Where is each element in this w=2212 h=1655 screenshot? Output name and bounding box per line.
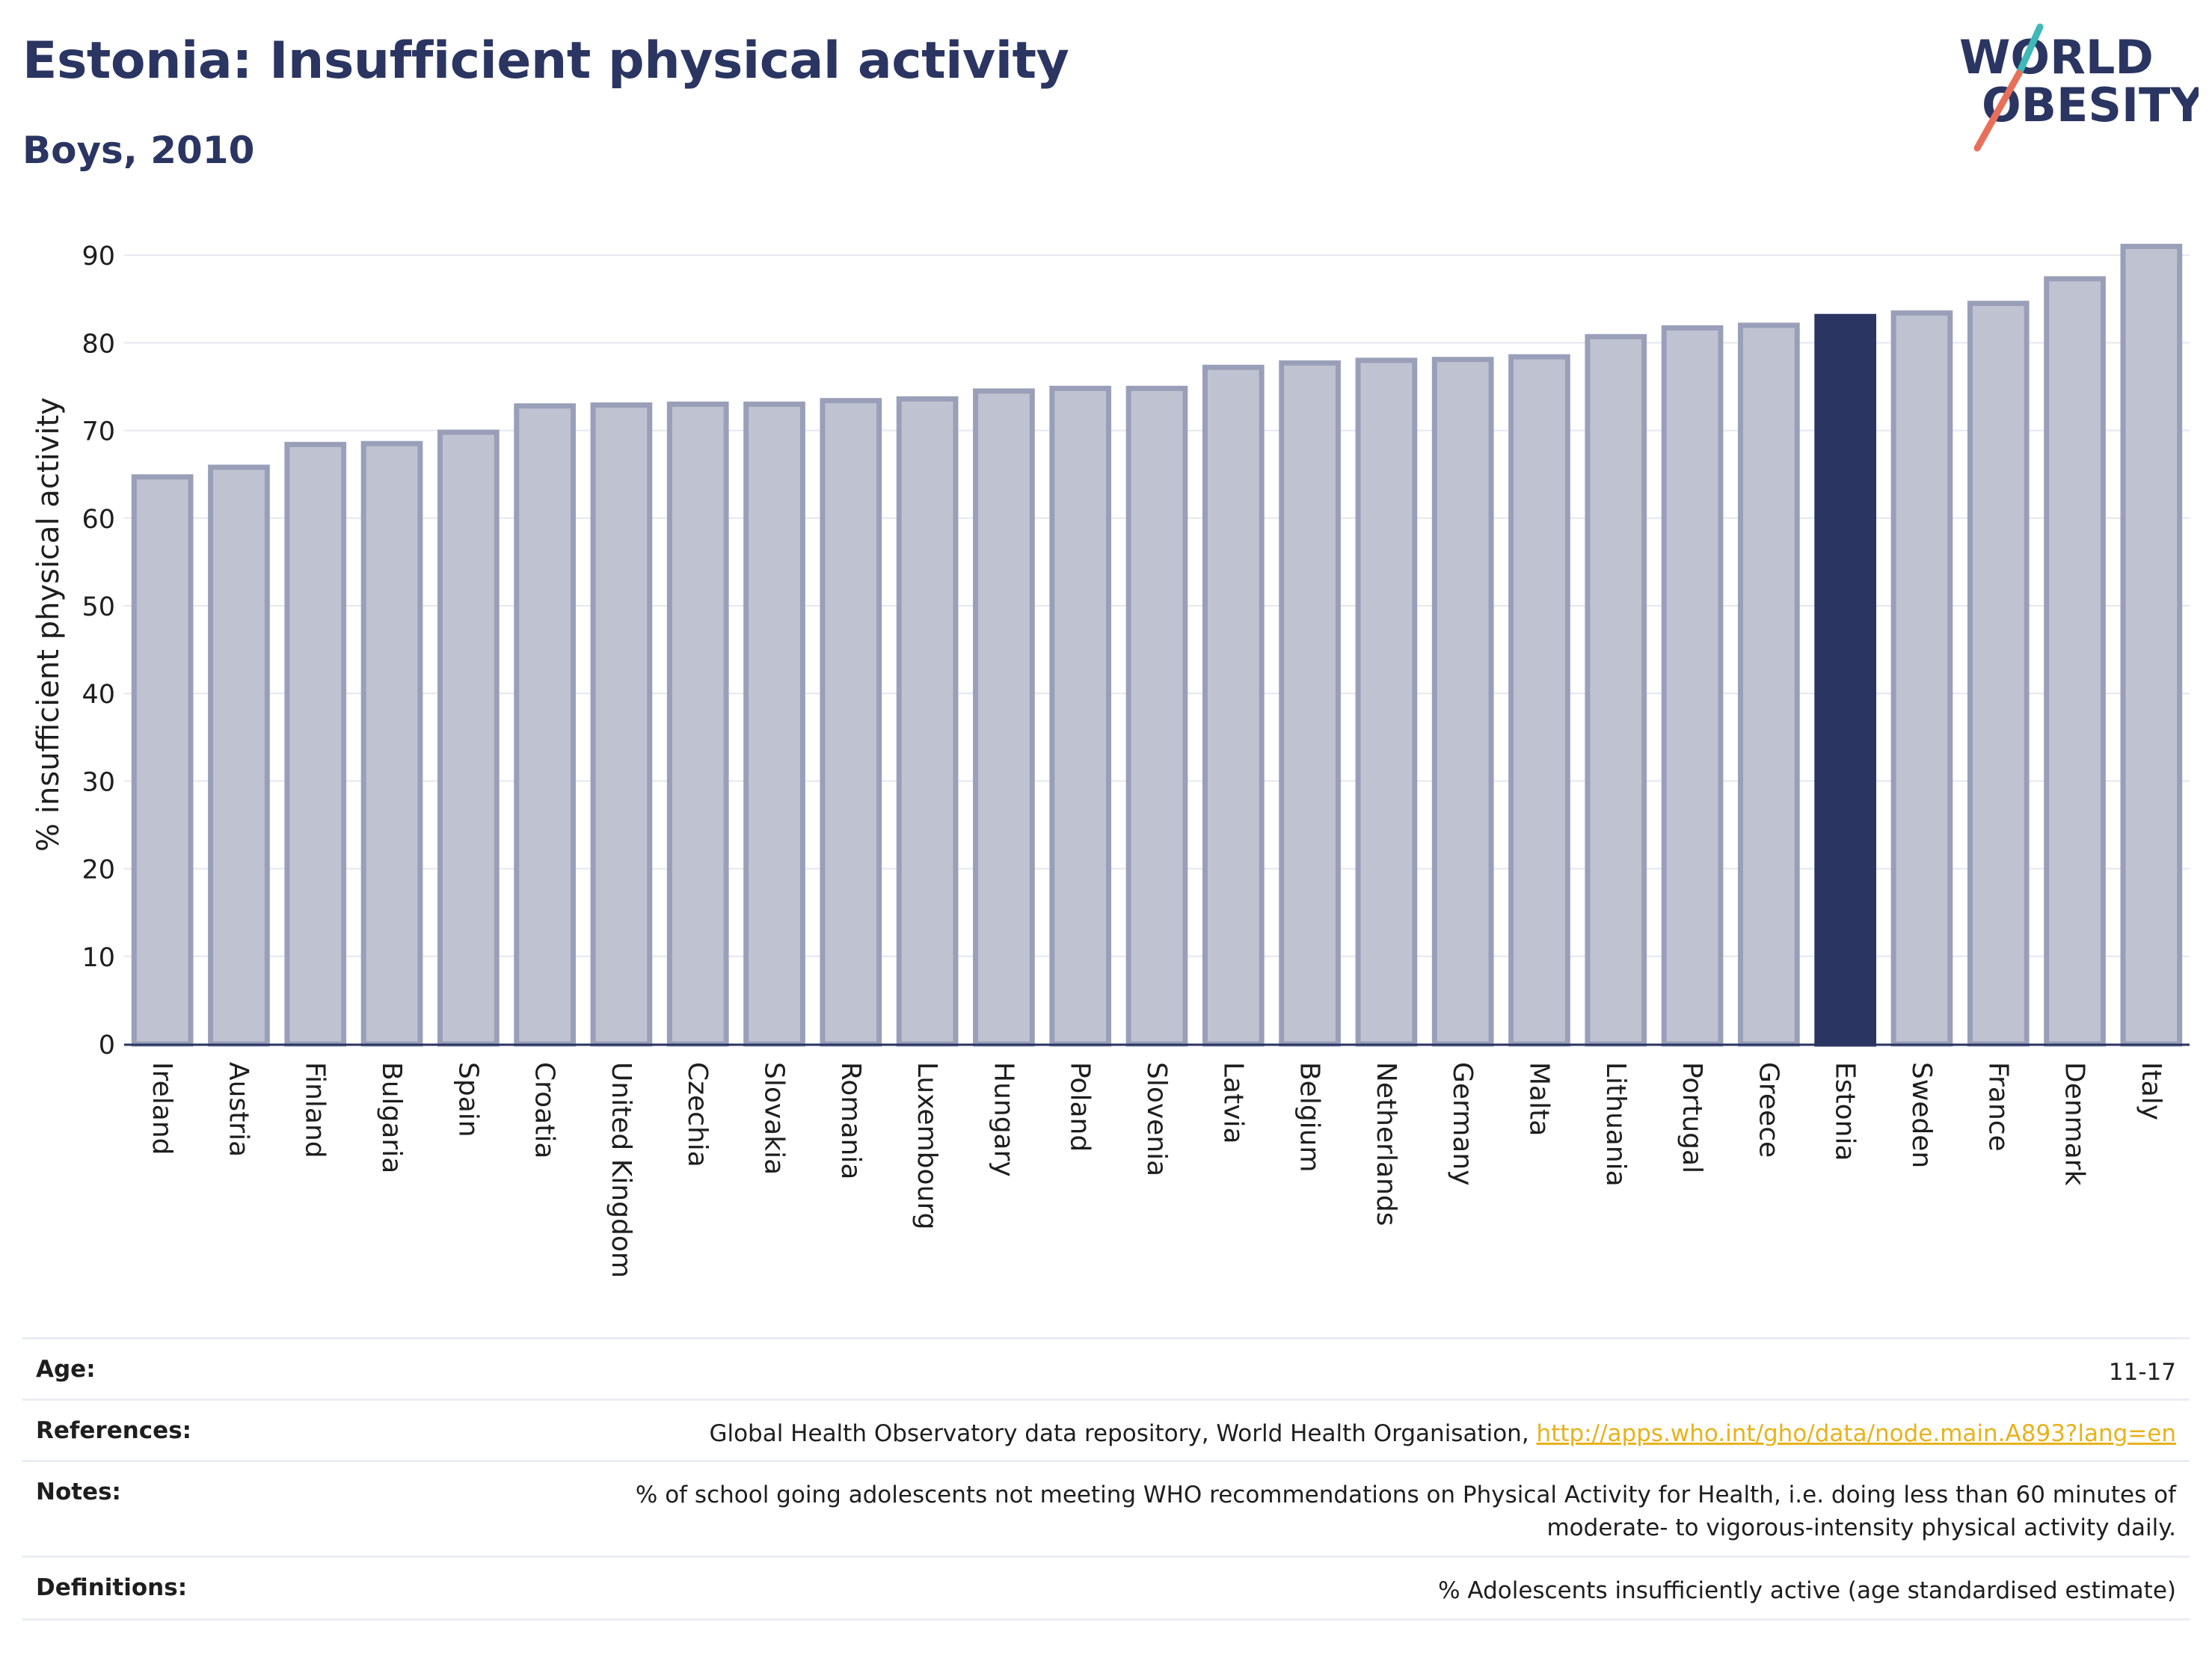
bar-finland xyxy=(284,441,347,1047)
x-tick-label: Bulgaria xyxy=(376,1062,407,1173)
meta-row-notes: Notes: % of school going adolescents not… xyxy=(22,1460,2190,1558)
bar-hungary xyxy=(973,388,1035,1047)
y-tick-label: 90 xyxy=(82,242,115,271)
bar-chart: 0 10 20 30 40 50 60 70 80 90 Ireland Austria Finlan… xyxy=(31,242,2190,1278)
bar-romania xyxy=(820,398,882,1047)
x-tick-label: Latvia xyxy=(1217,1062,1248,1144)
x-tick-label: Slovenia xyxy=(1141,1062,1172,1176)
x-tick-label: Greece xyxy=(1753,1062,1784,1158)
page-subtitle: Boys, 2010 xyxy=(22,129,255,172)
age-value: 11-17 xyxy=(205,1337,2190,1401)
x-tick-label: Malta xyxy=(1523,1062,1554,1136)
metadata-table: Age: 11-17 References: Global Health Obs… xyxy=(22,1337,2190,1621)
bar-italy xyxy=(2120,243,2183,1047)
bars xyxy=(131,243,2183,1047)
references-link[interactable]: http://apps.who.int/gho/data/node.main.A… xyxy=(1536,1420,2176,1447)
y-tick-label: 80 xyxy=(82,329,115,359)
page-title: Estonia: Insufficient physical activity xyxy=(22,31,1069,90)
logo-text-world: WORLD xyxy=(1959,30,2154,85)
bar-denmark xyxy=(2044,276,2106,1047)
bar-latvia xyxy=(1202,364,1265,1047)
logo-text-obesity: OBESITY xyxy=(1982,78,2199,132)
y-tick-label: 30 xyxy=(82,767,115,797)
y-tick-label: 20 xyxy=(82,856,115,885)
bar-lithuania xyxy=(1585,334,1647,1047)
meta-row-definitions: Definitions: % Adolescents insufficientl… xyxy=(22,1556,2190,1621)
definitions-label: Definitions: xyxy=(22,1556,206,1621)
x-tick-label: Luxembourg xyxy=(912,1062,942,1229)
bar-sweden xyxy=(1890,310,1953,1047)
bar-poland xyxy=(1049,385,1112,1047)
bar-estonia xyxy=(1814,313,1877,1047)
definitions-value: % Adolescents insufficiently active (age… xyxy=(205,1556,2190,1621)
y-tick-label: 40 xyxy=(82,680,115,710)
bar-ireland xyxy=(131,474,194,1047)
logo-slash-bottom xyxy=(1973,70,2023,152)
bar-spain xyxy=(437,429,500,1047)
bar-bulgaria xyxy=(360,440,423,1047)
x-tick-label: Romania xyxy=(835,1062,866,1179)
x-tick-label: Czechia xyxy=(682,1062,713,1167)
x-tick-label: Estonia xyxy=(1830,1062,1861,1161)
notes-value: % of school going adolescents not meetin… xyxy=(205,1460,2190,1558)
bar-greece xyxy=(1738,322,1800,1047)
x-tick-label: Portugal xyxy=(1677,1062,1707,1173)
bar-belgium xyxy=(1279,360,1341,1047)
bar-austria xyxy=(208,464,270,1047)
x-tick-label: Belgium xyxy=(1294,1062,1325,1173)
y-tick-labels: 0 10 20 30 40 50 60 70 80 90 xyxy=(82,242,115,1060)
x-tick-label: Germany xyxy=(1447,1062,1478,1185)
notes-line-2: moderate- to vigorous-intensity physical… xyxy=(1546,1514,2176,1541)
y-tick-label: 60 xyxy=(82,505,115,535)
references-value: Global Health Observatory data repositor… xyxy=(205,1398,2190,1462)
meta-row-references: References: Global Health Observatory da… xyxy=(22,1398,2190,1462)
x-tick-label: Slovakia xyxy=(759,1062,790,1175)
x-tick-label: Denmark xyxy=(2059,1062,2090,1186)
bar-portugal xyxy=(1661,325,1724,1047)
x-tick-label: Ireland xyxy=(147,1062,177,1155)
y-tick-label: 10 xyxy=(82,943,115,973)
notes-label: Notes: xyxy=(22,1460,206,1558)
x-tick-label: Croatia xyxy=(529,1062,560,1158)
references-label: References: xyxy=(22,1398,206,1462)
y-tick-label: 50 xyxy=(82,592,115,622)
x-tick-label: Austria xyxy=(223,1062,254,1157)
world-obesity-logo: WORLD OBESITY xyxy=(1959,23,2199,152)
bar-czechia xyxy=(666,401,729,1047)
bar-luxembourg xyxy=(896,396,959,1047)
age-label: Age: xyxy=(22,1337,206,1401)
x-tick-label: Spain xyxy=(452,1062,483,1137)
x-tick-labels: Ireland Austria Finland Bulgaria Spain Croati… xyxy=(147,1062,2166,1278)
bar-france xyxy=(1967,301,2030,1047)
bar-slovenia xyxy=(1125,385,1188,1047)
bar-netherlands xyxy=(1355,357,1418,1047)
bar-slovakia xyxy=(743,401,805,1047)
notes-line-1: % of school going adolescents not meetin… xyxy=(635,1481,2176,1508)
references-text: Global Health Observatory data repositor… xyxy=(709,1420,1537,1447)
x-tick-label: Italy xyxy=(2136,1062,2166,1120)
x-tick-label: Sweden xyxy=(1906,1062,1937,1168)
x-tick-label: Poland xyxy=(1065,1062,1096,1152)
y-axis-label: % insufficient physical activity xyxy=(31,397,66,852)
meta-row-age: Age: 11-17 xyxy=(22,1337,2190,1401)
bar-croatia xyxy=(514,403,576,1047)
x-tick-label: Finland xyxy=(300,1062,331,1158)
x-tick-label: Lithuania xyxy=(1600,1062,1631,1187)
x-tick-label: United Kingdom xyxy=(606,1062,636,1278)
x-tick-label: Netherlands xyxy=(1371,1062,1401,1226)
y-tick-label: 70 xyxy=(82,417,115,447)
bar-malta xyxy=(1508,354,1570,1047)
y-tick-label: 0 xyxy=(99,1031,115,1060)
bar-united-kingdom xyxy=(590,402,653,1047)
bar-germany xyxy=(1431,357,1494,1047)
x-tick-label: Hungary xyxy=(988,1062,1019,1177)
logo-slash-top xyxy=(2015,23,2044,77)
x-tick-label: France xyxy=(1982,1062,2013,1152)
